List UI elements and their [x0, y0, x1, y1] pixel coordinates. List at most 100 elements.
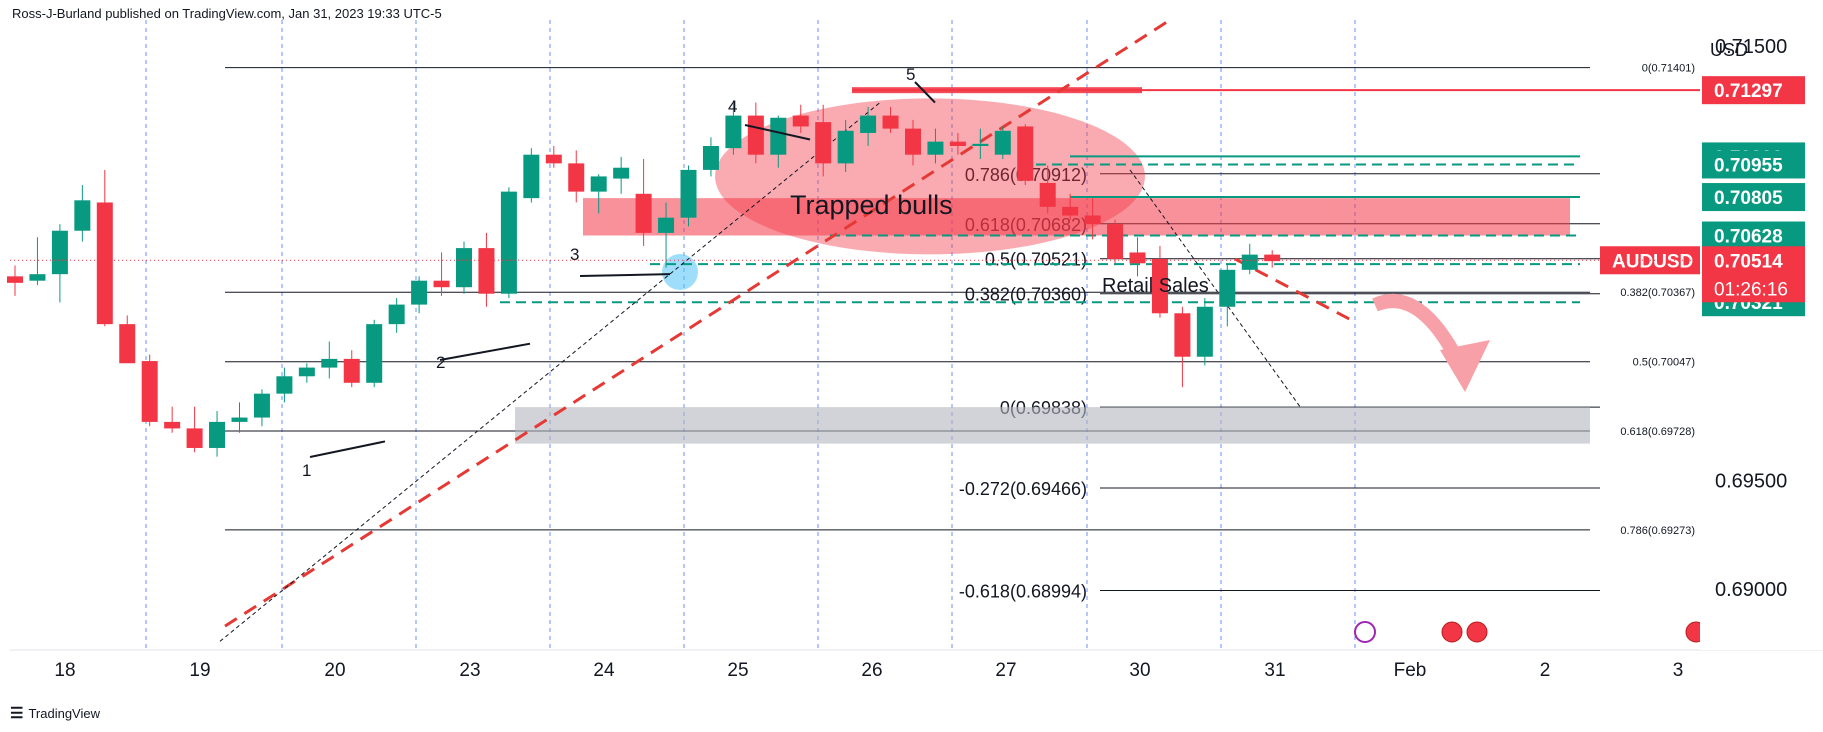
candle-body — [905, 128, 921, 155]
candle-body — [141, 361, 158, 422]
candle-body — [478, 248, 495, 294]
candle-body — [1219, 269, 1236, 307]
wave-label: 5 — [906, 65, 915, 84]
fib-level-label: 0.382(0.70367) — [1620, 287, 1695, 299]
candle-body — [119, 324, 136, 364]
time-tick-label: 24 — [593, 660, 615, 681]
footer-brand: TradingView — [28, 705, 100, 721]
candle-body — [276, 376, 293, 394]
symbol-tag-label: AUDUSD — [1612, 251, 1693, 272]
fib-level-label: 0.5(0.70047) — [1633, 357, 1695, 369]
candle-body — [882, 115, 899, 129]
fib-level-label: 0(0.71401) — [1642, 63, 1695, 75]
price-tag — [1702, 76, 1805, 105]
candle-body — [7, 276, 23, 283]
candle-body — [411, 280, 428, 305]
price-tag-label: 0.70955 — [1714, 155, 1783, 176]
fib-extension-label: -0.272(0.69466) — [959, 479, 1087, 499]
time-tick-label: Feb — [1394, 660, 1427, 681]
support-zone — [515, 407, 1590, 444]
candle-body — [747, 115, 764, 155]
candle-body — [298, 367, 315, 377]
breakout-circle — [662, 254, 698, 290]
time-tick-label: 25 — [727, 660, 748, 681]
candle-body — [770, 117, 787, 155]
wave-arrow — [744, 124, 811, 141]
time-tick-label: 30 — [1129, 660, 1150, 681]
candle-body — [231, 417, 248, 422]
candle-body — [456, 248, 472, 288]
candle-body — [1062, 206, 1079, 216]
candle-body — [433, 280, 450, 288]
us-flag-event-icon — [1441, 621, 1463, 643]
trendline-dotted — [219, 102, 881, 642]
time-tick-label: 31 — [1264, 660, 1285, 681]
candle-body — [523, 154, 540, 199]
price-axis-bg — [1700, 0, 1823, 650]
tradingview-footer[interactable]: ☰ TradingView — [10, 704, 100, 722]
candle-body — [51, 230, 68, 275]
price-tag — [1702, 221, 1805, 250]
price-tag-label: 0.71297 — [1714, 81, 1783, 102]
candle-body — [500, 191, 517, 294]
wave-arrow — [579, 273, 671, 277]
candle-body — [1107, 224, 1124, 259]
candle-body — [1264, 254, 1281, 262]
fib-level-label: 0.618(0.69728) — [1620, 426, 1695, 438]
fib-extension-label: 0.5(0.70521) — [985, 250, 1087, 270]
candle-body — [994, 130, 1011, 155]
candle-body — [658, 217, 675, 233]
price-tick-label: 0.69000 — [1715, 579, 1787, 601]
candle-body — [545, 154, 562, 164]
time-tick-label: 26 — [861, 660, 882, 681]
countdown-label: 01:26:16 — [1714, 279, 1788, 300]
wave-label: 4 — [728, 97, 737, 116]
us-flag-event-icon — [1466, 621, 1488, 643]
candle-body — [1084, 215, 1101, 225]
time-tick-label: 19 — [189, 660, 210, 681]
candle-body — [253, 393, 270, 418]
price-tag — [1702, 183, 1805, 212]
time-tick-label: 3 — [1673, 660, 1684, 681]
candle-body — [1151, 258, 1168, 314]
retail-sales-label: Retail Sales — [1102, 275, 1209, 297]
current-price-label: 0.70514 — [1714, 251, 1783, 272]
candle-body — [1039, 182, 1056, 207]
candle-body — [635, 193, 652, 233]
candle-body — [186, 428, 203, 448]
time-tick-label: 23 — [459, 660, 480, 681]
time-tick-label: 2 — [1540, 660, 1551, 681]
candle-body — [613, 167, 630, 179]
candle-body — [927, 141, 944, 155]
resistance-zone — [583, 198, 1570, 236]
tradingview-logo-icon: ☰ — [10, 705, 23, 722]
candle-body — [972, 143, 989, 146]
price-tag-label: 0.70805 — [1714, 188, 1783, 209]
candle-body — [96, 202, 113, 325]
publisher-header: Ross-J-Burland published on TradingView.… — [12, 6, 442, 21]
candle-body — [343, 358, 360, 383]
candle-body — [1174, 313, 1191, 357]
projection-arrow-head — [1440, 340, 1490, 392]
candle-body — [568, 163, 585, 192]
fib-level-label: 0.786(0.69273) — [1620, 525, 1695, 537]
wave-arrow — [309, 440, 386, 458]
candle-body — [837, 130, 854, 164]
fib-extension-label: 0.382(0.70360) — [965, 285, 1087, 305]
lightning-event-icon — [1354, 621, 1376, 643]
currency-label: USD — [1710, 40, 1748, 60]
price-tick-label: 0.69500 — [1715, 471, 1787, 493]
time-tick-label: 18 — [54, 660, 75, 681]
candle-body — [1241, 254, 1258, 270]
trapped-bulls-label: Trapped bulls — [790, 190, 953, 220]
candle-body — [74, 200, 91, 231]
candle-body — [860, 115, 877, 133]
price-tick-label: 0.71500 — [1715, 36, 1787, 58]
candle-body — [388, 304, 405, 325]
candle-body — [949, 141, 966, 146]
candle-body — [1129, 252, 1146, 264]
candle-body — [366, 324, 383, 383]
candle-body — [792, 115, 809, 127]
price-tag — [1702, 150, 1805, 179]
